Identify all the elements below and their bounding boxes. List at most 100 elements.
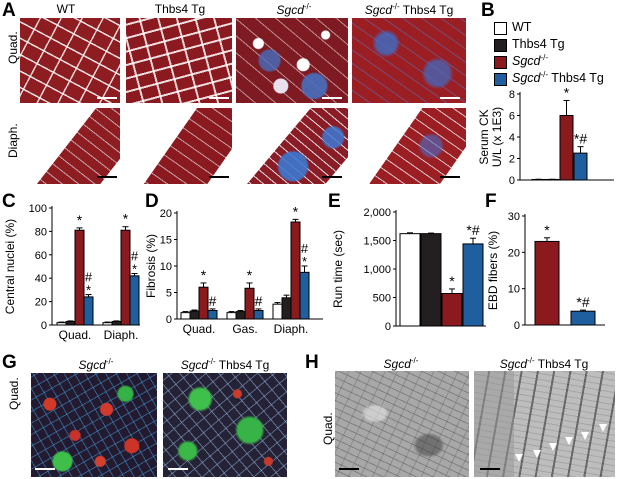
x-tick-label: Diaph.: [104, 328, 139, 342]
panel-label-h: H: [305, 352, 319, 373]
h-row-label-quad: Quad.: [321, 412, 335, 445]
significance-marker: #: [209, 293, 217, 309]
significance-marker: *: [293, 203, 299, 219]
significance-marker: *#: [574, 131, 587, 147]
scale-bar: [440, 176, 460, 178]
y-tick-label: 80: [35, 226, 47, 238]
significance-marker: #: [301, 241, 309, 256]
legend-swatch-wt: [494, 22, 507, 35]
bar: [299, 271, 310, 320]
micrograph-g-sgcd: [31, 373, 157, 477]
h-header-sgcd-name: Sgcd: [383, 357, 411, 371]
bar: [102, 322, 113, 326]
y-tick-label: 2,000: [363, 207, 391, 219]
bar: [559, 115, 574, 181]
significance-marker: *: [201, 267, 207, 283]
legend-sgcd-thbs4-sup: -/-: [540, 70, 549, 79]
bar: [129, 275, 140, 326]
y-tick-label: 60: [35, 250, 47, 262]
y-axis-label: Run time (sec): [331, 230, 345, 308]
header-sgcd-thbs4-tg: Thbs4 Tg: [399, 3, 454, 17]
y-axis-label: U/L (x 1E3): [490, 107, 504, 167]
panel-label-e: E: [328, 191, 341, 212]
significance-marker: *: [247, 267, 253, 283]
x-tick-label: Gas.: [232, 322, 257, 336]
y-tick-label: 0: [166, 314, 172, 326]
panel-label-a: A: [2, 0, 16, 21]
arrowhead-icon: [599, 424, 607, 432]
scale-bar: [322, 97, 342, 99]
micrograph-sgcd-thbs4-diaph: [352, 108, 466, 184]
significance-marker: *: [544, 222, 550, 238]
significance-marker: *: [123, 211, 129, 227]
header-sgcd-name: Sgcd: [276, 3, 304, 17]
bar: [420, 233, 442, 327]
arrowhead-icon: [581, 432, 589, 440]
micrograph-thbs4-quad: [126, 18, 232, 103]
h-header-sgcd-thbs4-sup: -/-: [527, 356, 535, 365]
scale-bar: [35, 468, 55, 470]
chart-b: 0 2 4 6 8 Serum CK U/L (x 1E3) * *#: [478, 86, 614, 187]
g-header-sgcd-name: Sgcd: [78, 358, 106, 372]
y-tick-label: 0: [509, 175, 515, 187]
micrograph-thbs4-diaph: [126, 108, 232, 184]
g-header-sgcd-sup: -/-: [105, 357, 114, 366]
g-header-sgcd-thbs4-sup: -/-: [208, 357, 216, 366]
panel-label-b: B: [481, 0, 495, 21]
y-tick-label: 20: [160, 208, 172, 220]
significance-marker: *: [77, 212, 83, 228]
bar: [399, 233, 421, 327]
legend-label-thbs4: Thbs4 Tg: [512, 37, 565, 51]
bar: [462, 243, 484, 327]
chart-c: 0 20 40 60 80 100 Central nuclei (%) Quad. Diaph…: [3, 203, 140, 342]
g-header-sgcd-thbs4-name: Sgcd: [180, 358, 209, 372]
y-axis-label: EBD fibers (%): [486, 231, 500, 310]
y-tick-label: 15: [160, 235, 172, 247]
header-sgcd-thbs4-sup: -/-: [392, 2, 400, 11]
y-tick-label: 0: [514, 320, 520, 332]
y-tick-label: 2: [509, 154, 515, 166]
legend-swatch-sgcd: [494, 56, 507, 69]
bar: [56, 322, 67, 326]
y-tick-label: 100: [29, 203, 47, 215]
micrograph-h-sgcd: [335, 371, 469, 477]
significance-marker: *#: [466, 222, 479, 238]
legend-sgcd-thbs4-tg: Thbs4 Tg: [548, 71, 604, 86]
micrograph-h-sgcd-thbs4: [474, 371, 615, 477]
significance-marker: #: [255, 293, 263, 309]
legend-swatch-thbs4: [494, 39, 507, 52]
y-axis-label: Central nuclei (%): [3, 219, 17, 314]
legend-label-sgcd: Sgcd-/-: [512, 53, 548, 68]
bar: [235, 311, 246, 320]
panel-label-d: D: [145, 191, 159, 212]
bar: [290, 221, 301, 320]
x-tick-label: Diaph.: [274, 322, 309, 336]
legend-sgcd-thbs4-name: Sgcd: [512, 71, 541, 86]
scale-bar: [168, 468, 188, 470]
row-label-diaph: Diaph.: [6, 123, 20, 158]
h-header-sgcd-thbs4: Sgcd-/- Thbs4 Tg: [474, 356, 614, 371]
significance-marker: *: [86, 283, 91, 298]
x-tick-label: Quad.: [59, 328, 92, 342]
arrowhead-icon: [549, 443, 557, 451]
y-axis-label: Serum CK: [478, 109, 491, 164]
x-tick-label: Quad.: [183, 322, 216, 336]
bar: [83, 296, 94, 326]
row-label-quad: Quad.: [6, 31, 20, 64]
scale-bar: [97, 176, 117, 178]
y-tick-label: 8: [509, 89, 515, 101]
micrograph-sgcd-diaph: [236, 108, 348, 184]
bar: [198, 286, 209, 320]
y-tick-label: 10: [508, 284, 520, 296]
legend-label-wt: WT: [512, 20, 532, 34]
bar: [573, 152, 588, 181]
bar: [253, 310, 264, 320]
panel-label-c: C: [2, 191, 16, 212]
bar: [281, 297, 292, 320]
y-tick-label: 1,500: [363, 236, 391, 248]
bar: [120, 229, 131, 326]
arrowhead-icon: [533, 450, 541, 458]
bar: [226, 312, 237, 320]
scale-bar: [209, 97, 229, 99]
